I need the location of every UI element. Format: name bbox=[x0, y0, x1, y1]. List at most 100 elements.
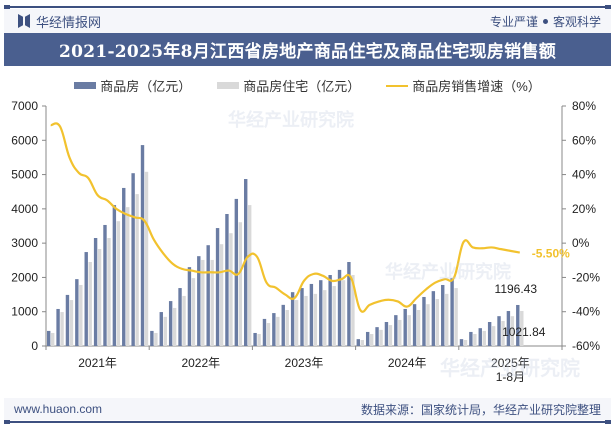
bar-series bbox=[46, 145, 524, 346]
bar-commercial bbox=[103, 224, 107, 346]
combo-chart: 0 1000 2000 3000 4000 5000 6000 7000 -60% -40% -20… bbox=[11, 99, 600, 384]
bar-residential bbox=[398, 319, 402, 346]
bar-residential bbox=[304, 295, 308, 346]
bar-commercial bbox=[112, 205, 117, 346]
bar-commercial bbox=[290, 292, 295, 346]
bar-commercial bbox=[178, 288, 182, 346]
legend: 商品房（亿元） 商品房住宅（亿元） 商品房销售增速（%） bbox=[0, 76, 615, 95]
bar-commercial bbox=[197, 256, 201, 346]
bar-commercial bbox=[122, 187, 126, 346]
bar-commercial bbox=[46, 330, 51, 346]
bar-residential bbox=[360, 340, 364, 346]
bar-commercial bbox=[328, 275, 332, 346]
y-right-tick-label: -60% bbox=[572, 339, 600, 353]
legend-label: 商品房住宅（亿元） bbox=[243, 79, 361, 94]
bar-commercial bbox=[412, 304, 417, 346]
bar-residential bbox=[116, 221, 121, 346]
legend-swatch-line-icon bbox=[386, 84, 409, 87]
brand: 华经情报网 bbox=[18, 12, 101, 31]
bottom-rule bbox=[4, 420, 611, 424]
x-group-label: 2021年 bbox=[78, 356, 117, 370]
bar-residential bbox=[69, 300, 74, 346]
bar-residential bbox=[482, 330, 486, 346]
bar-residential bbox=[60, 312, 64, 346]
bar-commercial bbox=[516, 304, 520, 346]
bar-residential bbox=[426, 304, 430, 346]
y-left-tick-label: 0 bbox=[31, 339, 38, 353]
bar-residential bbox=[172, 307, 177, 346]
bar-residential bbox=[445, 293, 449, 346]
bar-commercial bbox=[431, 291, 436, 346]
bar-commercial bbox=[319, 280, 323, 346]
bar-commercial bbox=[131, 173, 135, 346]
bar-residential bbox=[219, 244, 224, 346]
bar-residential bbox=[369, 334, 374, 346]
x-group-label: 2025年 bbox=[491, 356, 530, 370]
bar-commercial bbox=[347, 262, 351, 346]
bar-residential bbox=[388, 325, 393, 346]
y-left-tick-label: 1000 bbox=[11, 305, 38, 319]
bar-residential bbox=[435, 299, 440, 346]
growth-rate-line bbox=[50, 122, 520, 313]
bar-commercial bbox=[215, 228, 220, 346]
bar-commercial bbox=[497, 316, 501, 346]
bar-residential bbox=[454, 288, 458, 346]
x-group-label: 2022年 bbox=[181, 356, 220, 370]
bar-residential bbox=[107, 238, 111, 346]
bar-residential bbox=[313, 293, 318, 346]
bar-residential bbox=[294, 300, 299, 346]
bar-residential bbox=[323, 290, 327, 346]
bar-commercial bbox=[262, 318, 267, 346]
website-link[interactable]: www.huaon.com bbox=[14, 402, 103, 416]
bar-commercial bbox=[140, 145, 145, 346]
bar-commercial bbox=[300, 288, 304, 346]
bar-residential bbox=[491, 326, 496, 346]
bar-commercial bbox=[450, 278, 454, 346]
legend-item-growth-rate: 商品房销售增速（%） bbox=[386, 76, 541, 95]
bar-residential bbox=[407, 315, 411, 346]
y-right-tick-label: 40% bbox=[572, 168, 596, 182]
bar-commercial bbox=[309, 283, 314, 346]
bar-commercial bbox=[187, 267, 192, 346]
bar-commercial bbox=[253, 332, 257, 346]
bar-residential bbox=[257, 334, 261, 346]
data-source: 数据来源：国家统计局，华经产业研究院整理 bbox=[360, 402, 601, 417]
bar-residential bbox=[201, 259, 205, 346]
bar-residential bbox=[210, 259, 214, 346]
legend-item-residential: 商品房住宅（亿元） bbox=[217, 76, 360, 95]
bar-residential bbox=[341, 280, 346, 346]
bar-residential bbox=[351, 275, 355, 346]
bar-commercial bbox=[478, 328, 482, 346]
bar-residential bbox=[97, 248, 102, 346]
bar-commercial bbox=[159, 312, 163, 346]
bar-commercial bbox=[225, 214, 229, 346]
bar-residential bbox=[154, 332, 158, 346]
bar-residential bbox=[379, 329, 383, 346]
bar-commercial bbox=[150, 330, 154, 346]
motto-left: 专业严谨 bbox=[489, 14, 538, 29]
y-left-tick-label: 4000 bbox=[11, 202, 38, 216]
bar-commercial bbox=[375, 327, 379, 346]
y-left-tick-label: 6000 bbox=[11, 133, 38, 147]
annotation-growth: -5.50% bbox=[532, 247, 570, 261]
bar-commercial bbox=[356, 339, 360, 346]
y-left-tick-label: 5000 bbox=[11, 168, 38, 182]
bullet-dot-icon bbox=[542, 18, 548, 24]
legend-swatch-dark-bar-icon bbox=[74, 82, 97, 89]
brand-logo-icon bbox=[18, 14, 30, 28]
bar-commercial bbox=[441, 284, 445, 346]
bar-commercial bbox=[206, 245, 210, 346]
bar-residential bbox=[191, 278, 196, 346]
x-group-label: 2023年 bbox=[285, 356, 324, 370]
bar-commercial bbox=[384, 322, 389, 346]
bar-commercial bbox=[337, 269, 342, 346]
y-left-tick-label: 2000 bbox=[11, 270, 38, 284]
bar-residential bbox=[501, 320, 505, 346]
bar-commercial bbox=[75, 279, 79, 346]
bar-residential bbox=[276, 316, 280, 346]
bar-residential bbox=[266, 323, 271, 346]
bar-residential bbox=[88, 262, 92, 346]
bar-residential bbox=[238, 222, 243, 346]
bar-commercial bbox=[365, 331, 370, 346]
bar-commercial bbox=[403, 308, 407, 346]
